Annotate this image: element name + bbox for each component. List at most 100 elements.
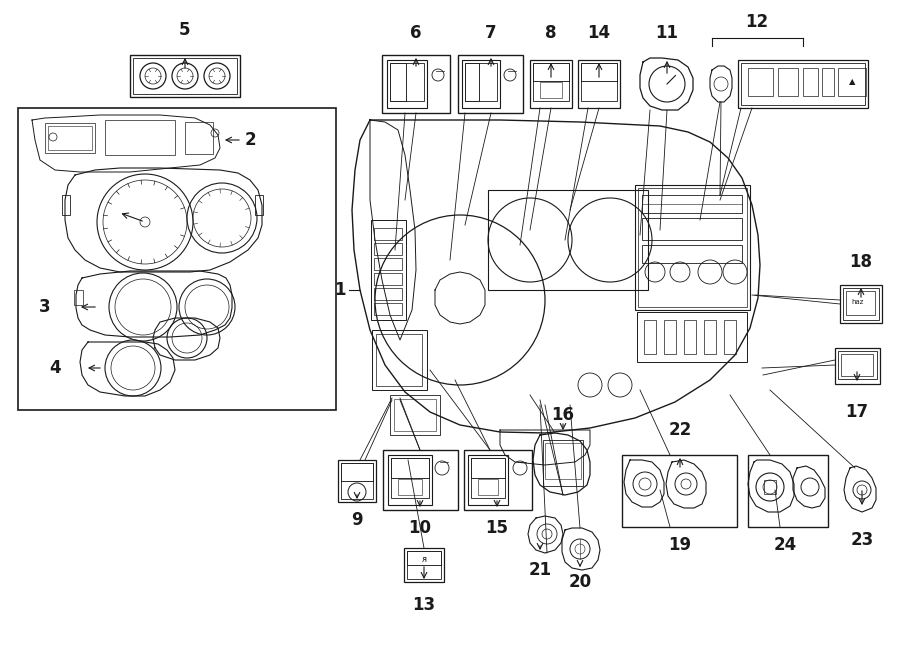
Bar [803, 68, 818, 96]
Text: 2: 2 [244, 131, 256, 149]
Text: ᴙ: ᴙ [421, 555, 427, 564]
Bar [465, 63, 479, 101]
Text: 7: 7 [485, 24, 497, 42]
Bar [341, 463, 373, 481]
Bar [391, 458, 429, 498]
Bar [846, 291, 875, 315]
Bar [394, 399, 436, 431]
Bar [185, 122, 213, 154]
Bar [822, 68, 834, 96]
Text: 11: 11 [655, 24, 679, 42]
Bar [62, 195, 70, 215]
Bar [581, 63, 617, 81]
Bar [407, 551, 441, 579]
Bar [471, 458, 505, 478]
Bar [387, 60, 427, 108]
Bar [741, 63, 865, 105]
Bar [338, 460, 376, 502]
Text: ▲: ▲ [849, 77, 855, 87]
Text: 10: 10 [409, 519, 431, 537]
Text: 19: 19 [669, 536, 691, 554]
Bar [684, 320, 696, 354]
Text: 4: 4 [50, 359, 61, 377]
Bar [778, 68, 798, 96]
Bar [488, 190, 648, 290]
Bar [371, 220, 406, 320]
Bar [581, 63, 617, 101]
Text: 12: 12 [745, 13, 769, 31]
Bar [622, 455, 737, 527]
Text: 18: 18 [850, 253, 872, 271]
Bar [45, 123, 95, 153]
Bar [458, 55, 523, 113]
Bar [372, 330, 427, 390]
Text: 9: 9 [351, 511, 363, 529]
Bar [383, 450, 458, 510]
Bar [841, 354, 873, 376]
Bar [390, 63, 424, 101]
Bar [105, 120, 175, 155]
Bar [130, 55, 240, 97]
Bar [390, 395, 440, 435]
Text: 16: 16 [552, 406, 574, 424]
Bar [374, 228, 402, 240]
Bar [530, 60, 572, 108]
Bar [478, 479, 498, 495]
Bar [374, 288, 402, 300]
Text: 1: 1 [334, 281, 346, 299]
Bar [642, 195, 742, 213]
Bar [533, 63, 569, 101]
Text: 3: 3 [40, 298, 50, 316]
Bar [748, 68, 773, 96]
Bar [133, 58, 237, 94]
Bar [748, 455, 828, 527]
Bar [398, 479, 422, 495]
Bar [638, 188, 747, 307]
Bar [388, 455, 432, 505]
Bar [374, 258, 402, 270]
Bar [465, 63, 497, 101]
Bar [738, 60, 868, 108]
Bar [644, 320, 656, 354]
Text: 5: 5 [179, 21, 191, 39]
Bar [374, 273, 402, 285]
Bar [543, 440, 583, 486]
Bar [471, 458, 505, 498]
Text: 8: 8 [545, 24, 557, 42]
Text: haz: haz [851, 299, 864, 305]
Bar [843, 288, 879, 320]
Bar [255, 195, 263, 215]
Bar [468, 455, 508, 505]
Bar [464, 450, 532, 510]
Bar [404, 548, 444, 582]
Bar [374, 303, 402, 315]
Bar [724, 320, 736, 354]
Text: 13: 13 [412, 596, 436, 614]
Bar [578, 60, 620, 108]
Text: 21: 21 [528, 561, 552, 579]
Bar [74, 290, 83, 305]
Bar [840, 285, 882, 323]
Bar [838, 351, 877, 379]
Bar [545, 443, 581, 479]
Bar [407, 551, 441, 565]
Text: 15: 15 [485, 519, 508, 537]
Bar [390, 63, 406, 101]
Bar [835, 348, 880, 384]
Text: 6: 6 [410, 24, 422, 42]
Text: 14: 14 [588, 24, 610, 42]
Bar [341, 463, 373, 499]
Bar [48, 126, 92, 150]
Text: 20: 20 [569, 573, 591, 591]
Bar [635, 185, 750, 310]
Text: 24: 24 [773, 536, 796, 554]
Bar [391, 458, 429, 478]
Bar [764, 480, 776, 494]
Text: 22: 22 [669, 421, 691, 439]
Bar [374, 243, 402, 255]
Bar [642, 245, 742, 263]
Bar [664, 320, 676, 354]
Bar [376, 334, 422, 386]
Bar [540, 82, 562, 98]
Text: 17: 17 [845, 403, 868, 421]
